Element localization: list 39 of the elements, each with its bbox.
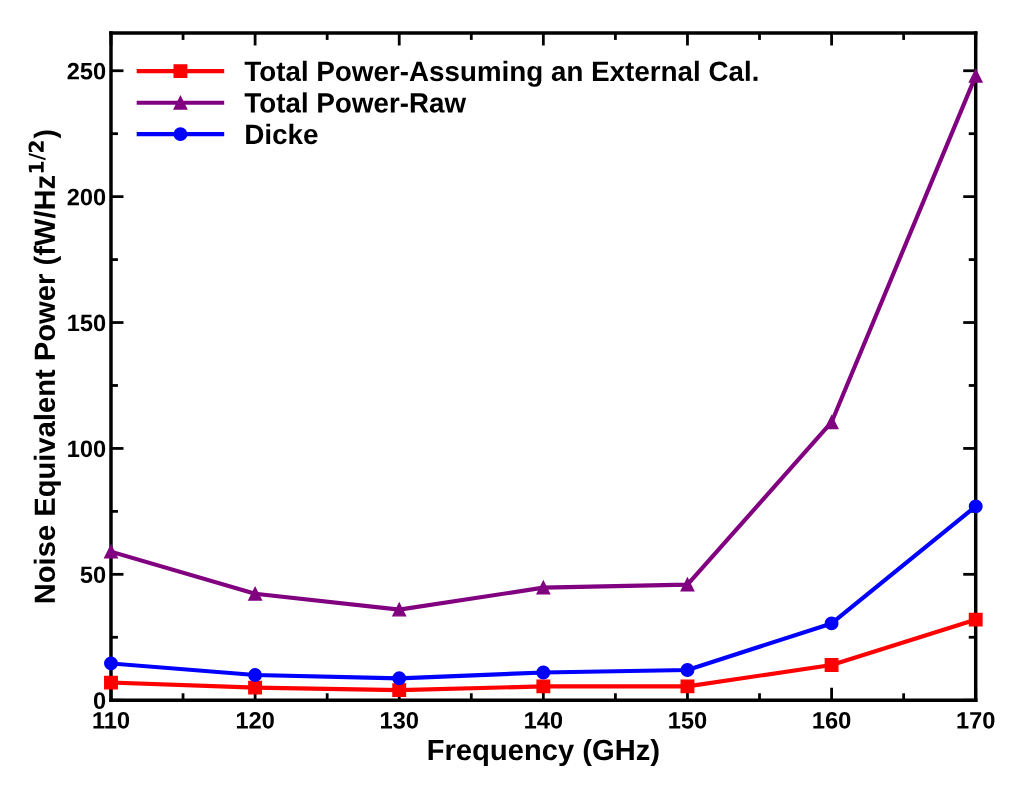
point xyxy=(968,68,983,83)
point xyxy=(824,415,839,430)
point xyxy=(824,616,839,631)
point xyxy=(248,586,263,601)
legend-label: Total Power-Assuming an External Cal. xyxy=(244,60,758,87)
y-tick-label: 200 xyxy=(67,188,106,206)
point xyxy=(248,668,263,682)
y-tick-label: 0 xyxy=(93,692,106,710)
point xyxy=(392,671,407,686)
x-tick-label: 140 xyxy=(525,711,563,729)
point xyxy=(392,683,407,698)
point xyxy=(104,544,118,559)
y-tick-label: 150 xyxy=(68,314,106,332)
point xyxy=(968,499,983,514)
x-axis-title: Frequency (GHz) xyxy=(428,738,659,767)
x-tick-label: 170 xyxy=(957,711,995,729)
y-tick-label: 250 xyxy=(67,62,106,80)
legend-label: Dicke xyxy=(246,123,318,145)
point xyxy=(680,679,695,694)
point xyxy=(536,679,551,694)
point xyxy=(824,658,839,672)
point xyxy=(104,656,118,671)
y-axis-title: Noise Equivalent Power (fW/Hz$^{1/2}$) xyxy=(28,130,61,603)
point xyxy=(968,612,983,627)
point xyxy=(104,675,118,690)
x-tick-label: 150 xyxy=(669,711,707,729)
point xyxy=(536,665,551,680)
x-tick-label: 130 xyxy=(381,711,418,729)
y-tick-label: 50 xyxy=(80,566,106,584)
legend-label: Total Power-Raw xyxy=(244,92,467,113)
point xyxy=(680,663,695,677)
x-tick-label: 120 xyxy=(236,711,274,729)
point xyxy=(680,577,695,592)
point xyxy=(248,680,263,695)
x-tick-label: 160 xyxy=(813,711,851,729)
point xyxy=(536,580,551,595)
y-tick-label: 100 xyxy=(68,440,106,458)
point xyxy=(392,602,407,617)
x-tick-label: 110 xyxy=(93,711,130,729)
